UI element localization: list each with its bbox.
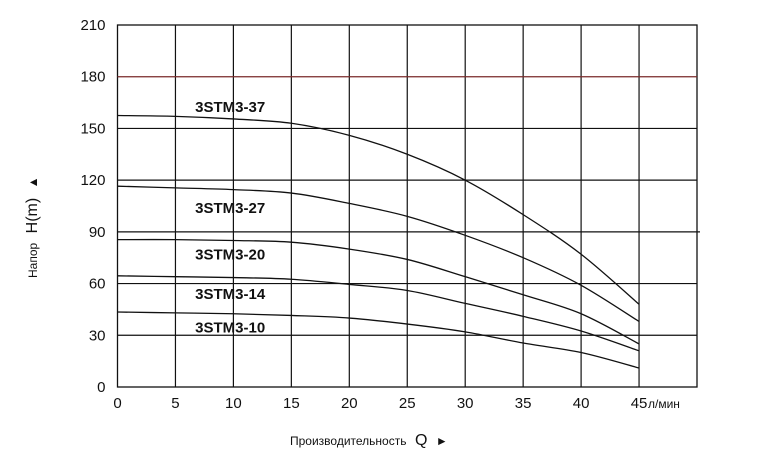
x-tick-label: 45 xyxy=(631,395,648,412)
curve-3stm3-14 xyxy=(117,275,640,352)
y-axis-arrow: ▲ xyxy=(26,176,40,188)
series-label: 3STM3-27 xyxy=(195,200,265,217)
x-tick-label: 0 xyxy=(113,395,121,412)
x-axis-arrow: ► xyxy=(436,434,448,448)
curve-3stm3-20 xyxy=(117,238,640,345)
series-label: 3STM3-10 xyxy=(195,320,265,337)
y-tick-label: 150 xyxy=(80,120,105,137)
x-tick-label: 25 xyxy=(399,395,416,412)
x-tick-label: 40 xyxy=(573,395,590,412)
y-tick-label: 90 xyxy=(89,224,106,241)
series-label: 3STM3-37 xyxy=(195,99,265,116)
grid xyxy=(116,24,700,388)
series-labels: 3STM3-37 3STM3-27 3STM3-20 3STM3-14 3STM3-10 xyxy=(195,99,266,337)
x-unit: л/мин xyxy=(648,397,680,411)
x-axis-symbol: Q xyxy=(415,432,427,449)
y-axis-symbol: H(m) xyxy=(24,198,41,234)
x-tick-label: 5 xyxy=(171,395,179,412)
x-tick-label: 20 xyxy=(341,395,358,412)
y-tick-label: 120 xyxy=(80,172,105,189)
y-tick-label: 180 xyxy=(80,69,105,86)
x-axis-label: Производительность Q ► xyxy=(290,432,448,449)
x-tick-label: 35 xyxy=(515,395,532,412)
curve-3stm3-10 xyxy=(117,311,640,369)
curve-3stm3-37 xyxy=(117,114,640,305)
x-axis-label-text: Производительность xyxy=(290,434,406,448)
tick-labels: 0 5 10 15 20 25 30 35 40 45 0 30 60 90 120 150 180 210 xyxy=(80,17,647,412)
y-axis-label: Напор H(m) ▲ xyxy=(24,176,41,278)
y-tick-label: 0 xyxy=(97,379,105,396)
y-tick-label: 30 xyxy=(89,327,106,344)
y-tick-label: 60 xyxy=(89,276,106,293)
y-axis-label-text: Напор xyxy=(26,242,40,278)
x-tick-label: 10 xyxy=(225,395,242,412)
x-tick-label: 15 xyxy=(283,395,300,412)
curve-3stm3-27 xyxy=(117,185,640,323)
curves xyxy=(117,114,640,369)
series-label: 3STM3-20 xyxy=(195,246,265,263)
y-tick-label: 210 xyxy=(80,17,105,34)
series-label: 3STM3-14 xyxy=(195,286,266,303)
x-tick-label: 30 xyxy=(457,395,474,412)
